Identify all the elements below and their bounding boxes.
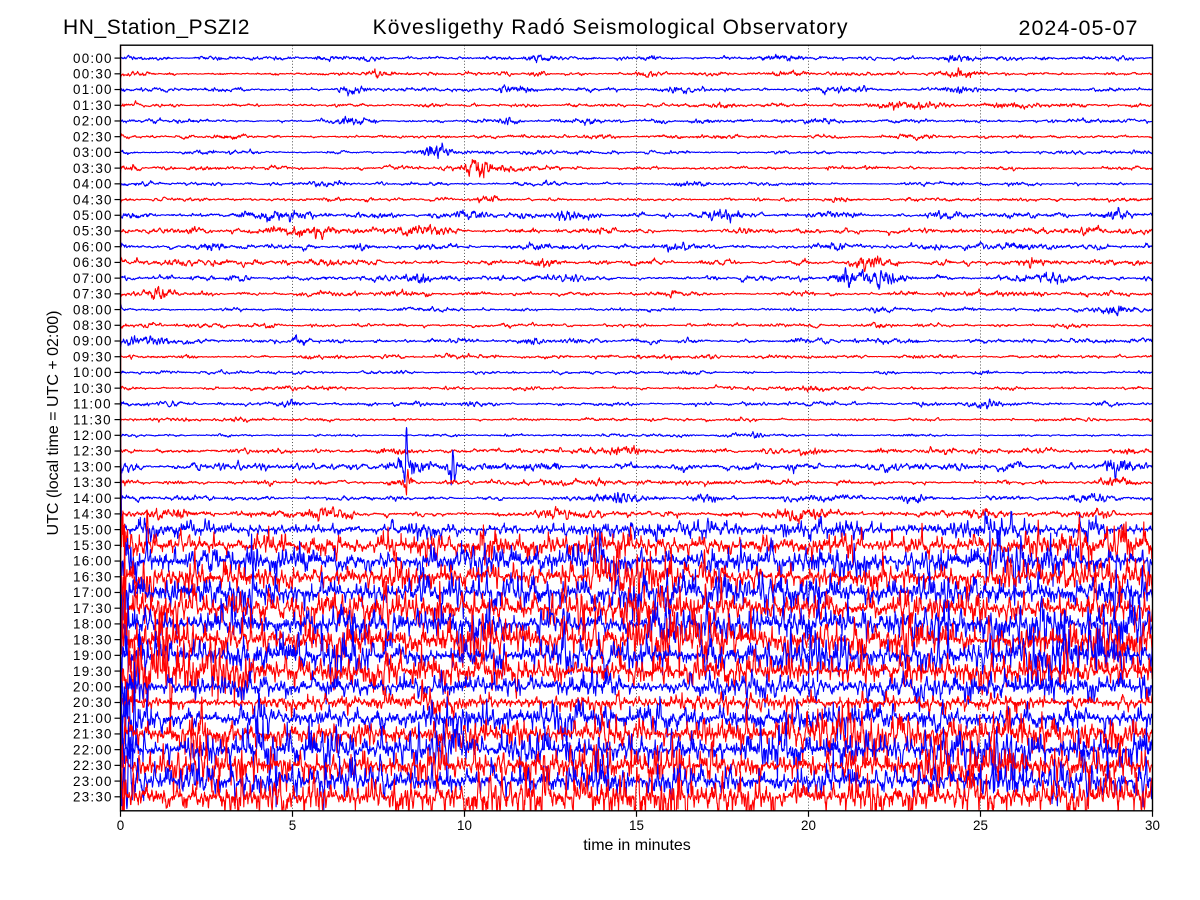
svg-text:Kövesligethy Radó Seismologica: Kövesligethy Radó Seismological Observat… xyxy=(373,16,849,39)
svg-text:25: 25 xyxy=(973,818,988,833)
svg-text:01:30: 01:30 xyxy=(73,98,113,113)
svg-text:UTC (local time = UTC + 02:00): UTC (local time = UTC + 02:00) xyxy=(45,311,62,536)
svg-text:18:30: 18:30 xyxy=(73,632,113,647)
svg-text:06:00: 06:00 xyxy=(73,239,113,254)
svg-text:19:00: 19:00 xyxy=(73,648,113,663)
svg-text:19:30: 19:30 xyxy=(73,664,113,679)
svg-text:time in minutes: time in minutes xyxy=(583,837,691,854)
svg-text:03:00: 03:00 xyxy=(73,145,113,160)
svg-text:0: 0 xyxy=(117,818,124,833)
svg-text:12:00: 12:00 xyxy=(73,428,113,443)
svg-text:22:00: 22:00 xyxy=(73,742,113,757)
svg-text:14:30: 14:30 xyxy=(73,507,113,522)
svg-text:07:30: 07:30 xyxy=(73,287,113,302)
svg-text:20:00: 20:00 xyxy=(73,679,113,694)
svg-text:02:30: 02:30 xyxy=(73,129,113,144)
svg-text:22:30: 22:30 xyxy=(73,758,113,773)
svg-text:15:00: 15:00 xyxy=(73,522,113,537)
svg-text:05:30: 05:30 xyxy=(73,224,113,239)
svg-text:14:00: 14:00 xyxy=(73,491,113,506)
svg-text:23:30: 23:30 xyxy=(73,789,113,804)
svg-text:13:00: 13:00 xyxy=(73,459,113,474)
svg-text:00:30: 00:30 xyxy=(73,67,113,82)
svg-text:20:30: 20:30 xyxy=(73,695,113,710)
svg-text:04:30: 04:30 xyxy=(73,192,113,207)
svg-text:11:30: 11:30 xyxy=(73,412,112,427)
svg-text:06:30: 06:30 xyxy=(73,255,113,270)
svg-text:21:30: 21:30 xyxy=(73,727,113,742)
svg-text:12:30: 12:30 xyxy=(73,444,113,459)
svg-text:10:00: 10:00 xyxy=(73,365,113,380)
svg-text:10:30: 10:30 xyxy=(73,381,113,396)
svg-text:02:00: 02:00 xyxy=(73,114,113,129)
svg-text:11:00: 11:00 xyxy=(73,397,112,412)
svg-text:30: 30 xyxy=(1145,818,1160,833)
svg-text:5: 5 xyxy=(289,818,296,833)
svg-text:20: 20 xyxy=(801,818,816,833)
svg-text:18:00: 18:00 xyxy=(73,617,113,632)
svg-text:17:00: 17:00 xyxy=(73,585,113,600)
svg-text:15:30: 15:30 xyxy=(73,538,113,553)
svg-text:HN_Station_PSZI2: HN_Station_PSZI2 xyxy=(63,16,250,39)
svg-text:16:00: 16:00 xyxy=(73,554,113,569)
svg-text:04:00: 04:00 xyxy=(73,177,113,192)
svg-text:10: 10 xyxy=(457,818,472,833)
svg-text:21:00: 21:00 xyxy=(73,711,113,726)
svg-text:08:30: 08:30 xyxy=(73,318,113,333)
svg-text:09:30: 09:30 xyxy=(73,349,113,364)
svg-text:07:00: 07:00 xyxy=(73,271,113,286)
svg-text:13:30: 13:30 xyxy=(73,475,113,490)
svg-text:2024-05-07: 2024-05-07 xyxy=(1019,16,1139,40)
svg-text:17:30: 17:30 xyxy=(73,601,113,616)
svg-text:01:00: 01:00 xyxy=(73,82,113,97)
svg-text:15: 15 xyxy=(629,818,644,833)
svg-text:16:30: 16:30 xyxy=(73,569,113,584)
svg-text:08:00: 08:00 xyxy=(73,302,113,317)
svg-text:05:00: 05:00 xyxy=(73,208,113,223)
svg-text:03:30: 03:30 xyxy=(73,161,113,176)
svg-text:00:00: 00:00 xyxy=(73,51,113,66)
svg-text:23:00: 23:00 xyxy=(73,774,113,789)
svg-text:09:00: 09:00 xyxy=(73,334,113,349)
